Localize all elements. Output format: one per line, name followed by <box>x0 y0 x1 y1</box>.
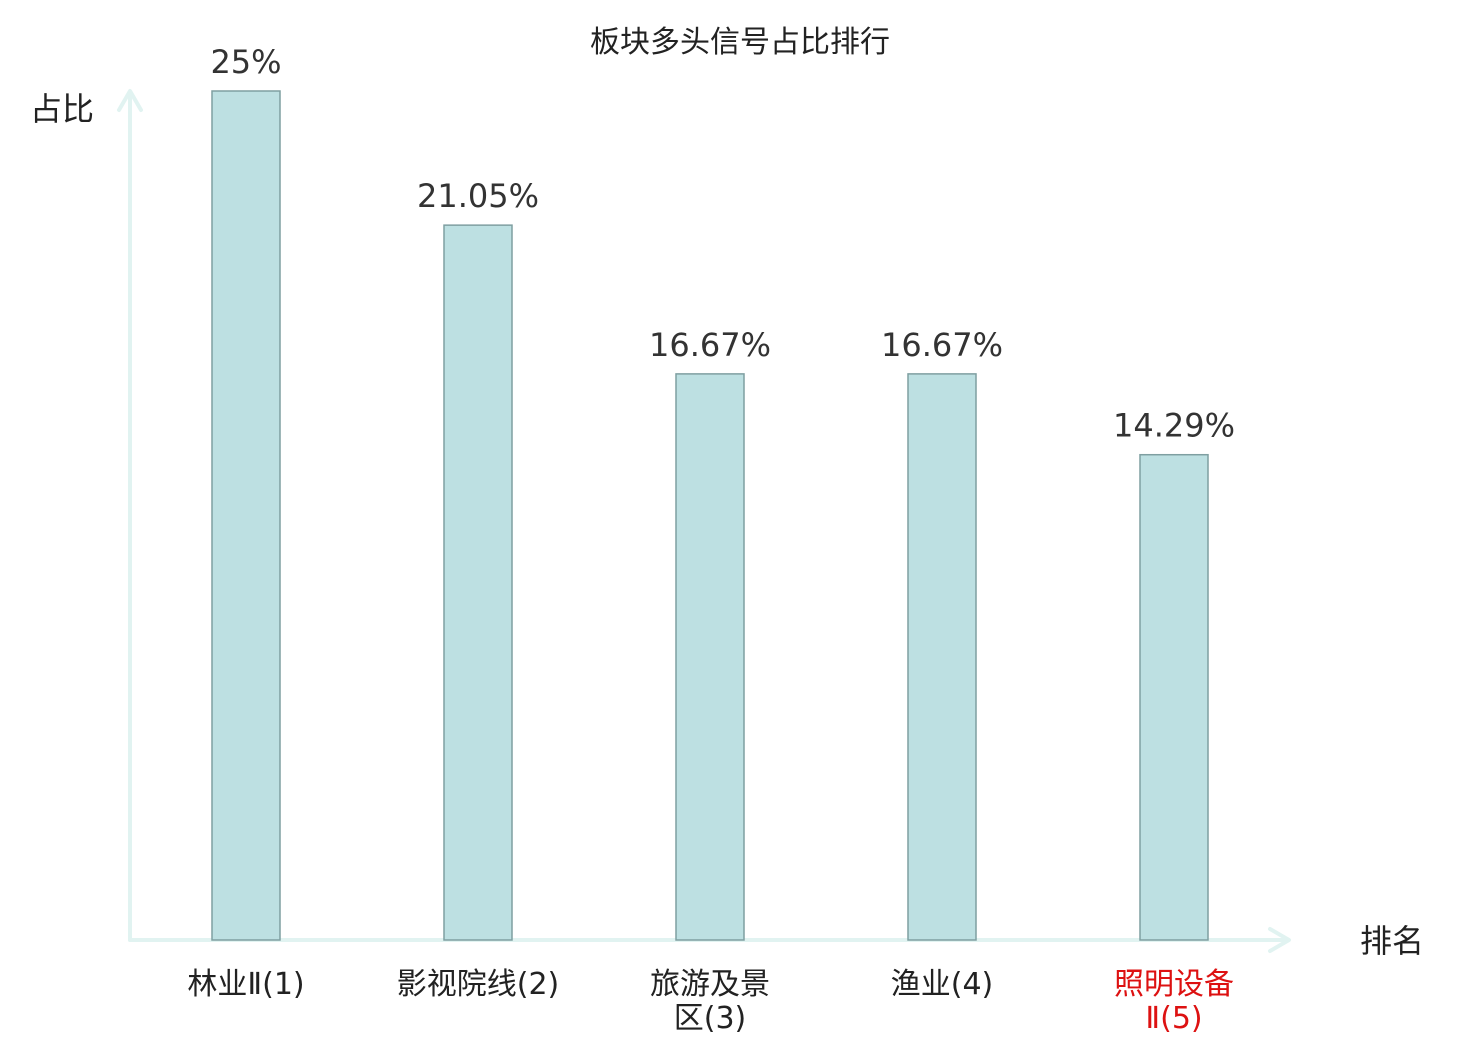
bar <box>675 373 745 941</box>
bar-value-label: 21.05% <box>417 177 539 215</box>
category-label: 照明设备 Ⅱ(5) <box>1114 967 1234 1036</box>
category-label-line: 影视院线(2) <box>397 967 560 1002</box>
category-label-line: 林业Ⅱ(1) <box>187 967 304 1002</box>
chart-title: 板块多头信号占比排行 <box>590 25 890 60</box>
bar <box>211 90 281 941</box>
category-label: 影视院线(2) <box>397 967 560 1002</box>
bar <box>443 224 513 941</box>
category-label: 旅游及景区(3) <box>650 967 770 1036</box>
category-label: 渔业(4) <box>891 967 994 1002</box>
category-labels-group: 林业Ⅱ(1) 影视院线(2) 旅游及景区(3) 渔业(4) 照明设备 Ⅱ(5) <box>187 967 1234 1036</box>
value-labels-group: 25% 21.05% 16.67% 16.67% 14.29% <box>210 43 1235 445</box>
category-label-line: Ⅱ(5) <box>1145 1001 1202 1036</box>
bar-value-label: 16.67% <box>881 326 1003 364</box>
bar-value-label: 14.29% <box>1113 407 1235 445</box>
bar <box>1139 453 1209 941</box>
bars-group <box>211 90 1209 941</box>
x-axis-label: 排名 <box>1360 922 1424 960</box>
category-label-line: 渔业(4) <box>891 967 994 1002</box>
y-axis <box>117 89 143 942</box>
bar-value-label: 16.67% <box>649 326 771 364</box>
bar <box>907 373 977 941</box>
category-label-line: 旅游及景 <box>650 967 770 1002</box>
bar-value-label: 25% <box>210 43 281 81</box>
category-label: 林业Ⅱ(1) <box>187 967 304 1002</box>
category-label-line: 照明设备 <box>1114 967 1234 1002</box>
category-label-line: 区(3) <box>674 1001 747 1036</box>
y-axis-label: 占比 <box>30 90 94 128</box>
